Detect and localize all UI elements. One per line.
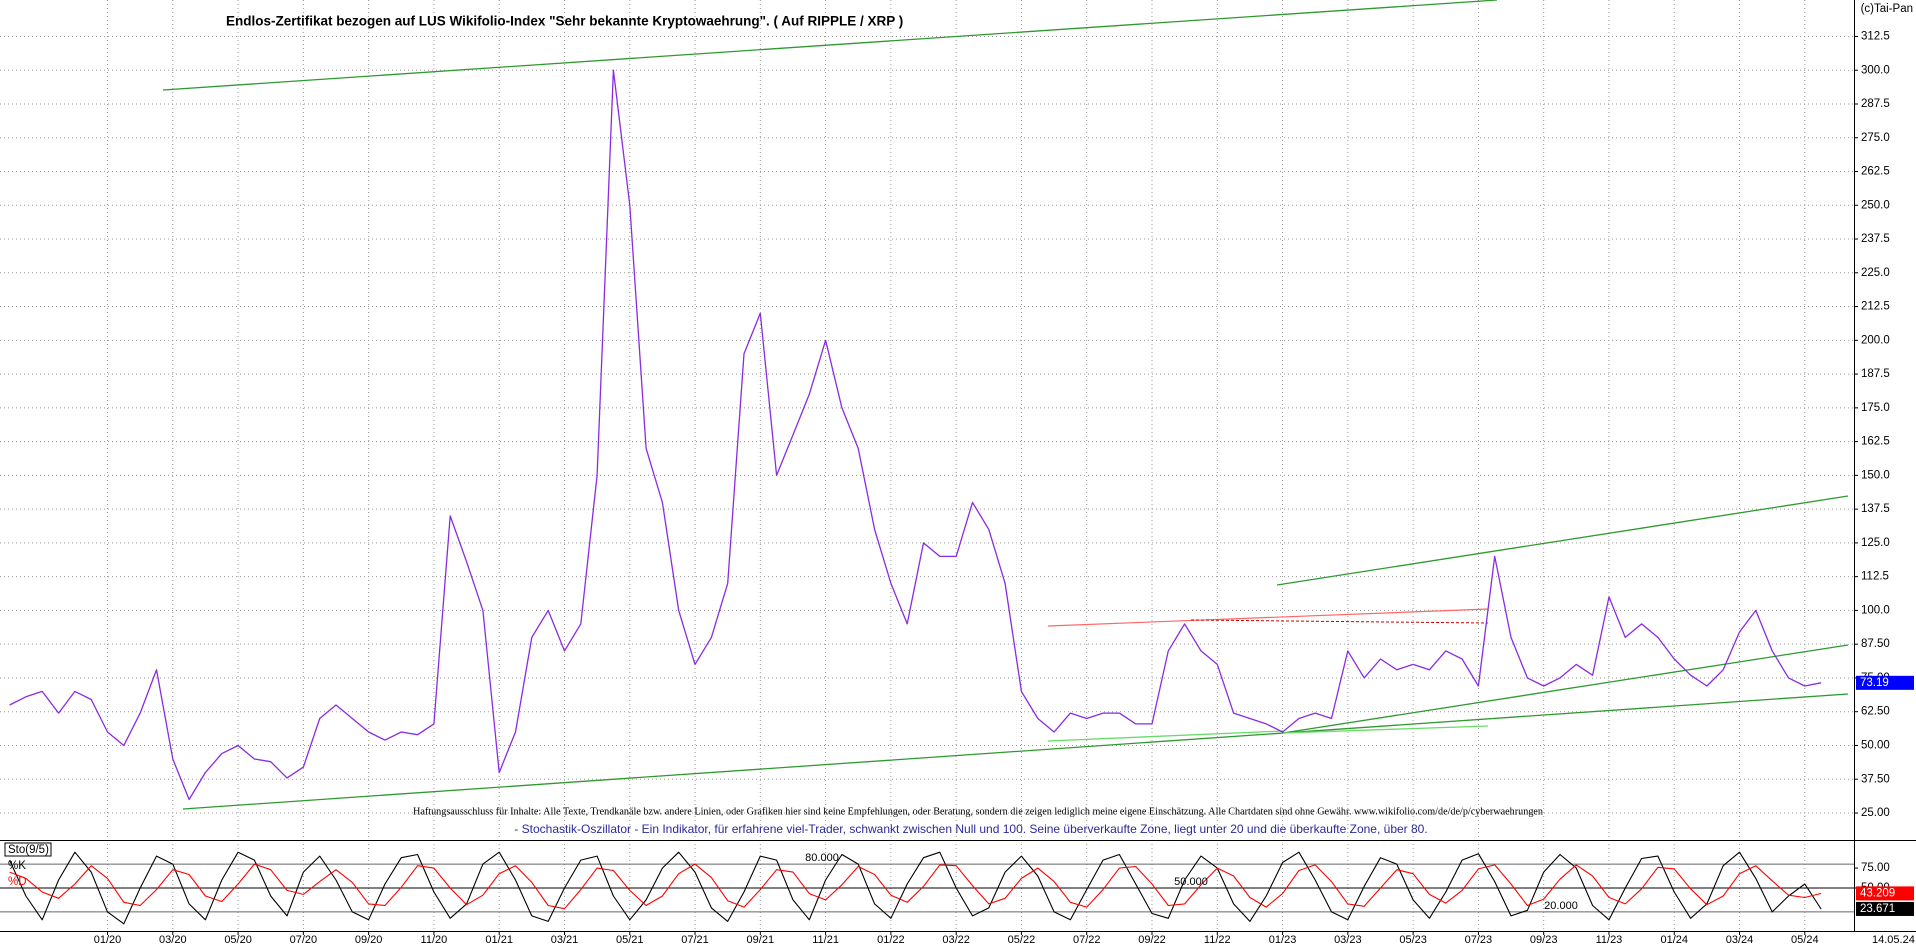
trend-line [1047,730,1284,742]
x-tick-label: 11/20 [421,934,448,946]
last-value-box [1856,901,1914,916]
indicator-box [4,842,52,857]
last-value-box [1856,675,1914,690]
x-tick-label: 11/22 [1204,934,1231,946]
x-tick-label: 09/22 [1138,934,1166,946]
y-tick-label: 237.5 [1861,233,1890,245]
y-tick-label: 137.5 [1861,503,1890,515]
x-tick-label: 03/21 [551,934,579,946]
x-tick-label: 09/23 [1530,934,1558,946]
y-tick-label: 212.5 [1861,301,1890,313]
grid-layer [0,0,1854,931]
trend-line [182,693,1849,810]
last-date: 14.05.24 [1872,934,1915,946]
y-tick-label: 87.50 [1861,638,1890,650]
y-tick-label: 200.0 [1861,334,1890,346]
x-tick-label: 01/22 [877,934,905,946]
last-value-label: 23.671 [1860,903,1895,915]
reference-label: 20.000 [1544,900,1578,912]
x-tick-label: 09/21 [747,934,775,946]
trend-line [1190,619,1489,624]
y-tick-label: 175.0 [1861,402,1890,414]
y-tick-label: 62.50 [1861,706,1890,718]
copyright: (c)Tai-Pan [1861,3,1913,15]
x-tick-label: 03/20 [159,934,187,946]
x-tick-label: 05/22 [1008,934,1036,946]
y-tick-label: 75.00 [1861,862,1890,874]
legend-entry: %D [8,876,27,888]
x-tick-label: 05/23 [1399,934,1427,946]
trend-line [1276,495,1849,586]
x-tick-label: 11/21 [812,934,839,946]
x-tick-label: 09/20 [355,934,383,946]
x-tick-label: 03/24 [1726,934,1754,946]
data-line [9,69,1822,801]
trend-line [1047,608,1489,627]
x-tick-label: 05/24 [1791,934,1819,946]
last-value-label: 73.19 [1860,677,1889,689]
indicator-description: - Stochastik-Oszillator - Ein Indikator,… [514,822,1427,836]
y-tick-label: 125.0 [1861,537,1890,549]
y-tick-label: 300.0 [1861,64,1890,76]
x-tick-label: 07/20 [290,934,318,946]
y-tick-label: 100.0 [1861,604,1890,616]
y-tick-label: 225.0 [1861,267,1890,279]
trend-lines [162,0,1849,810]
x-tick-label: 01/23 [1269,934,1297,946]
trend-line [1282,725,1489,734]
x-tick-label: 05/20 [224,934,252,946]
axis-background [1855,0,1916,948]
x-tick-label: 11/23 [1596,934,1623,946]
x-tick-label: 07/21 [681,934,709,946]
x-tick-label: 01/20 [94,934,122,946]
y-tick-label: 262.5 [1861,166,1890,178]
data-line [9,851,1822,925]
x-tick-label: 07/23 [1465,934,1493,946]
x-tick-label: 05/21 [616,934,644,946]
legend-entry: %K [8,860,26,872]
x-tick-label: 03/22 [942,934,970,946]
reference-label: 80.000 [805,852,839,864]
x-tick-label: 03/23 [1334,934,1362,946]
reference-label: 50.000 [1174,876,1208,888]
y-tick-label: 112.5 [1861,571,1889,583]
trend-line [162,0,1498,91]
x-tick-label: 01/24 [1660,934,1688,946]
y-tick-label: 187.5 [1861,368,1890,380]
marks-layer [9,69,1822,925]
indicator-title: Sto(9/5) [8,844,49,856]
last-value-box [1856,886,1914,901]
x-tick-label: 07/22 [1073,934,1101,946]
disclaimer: Haftungsausschluss für Inhalte: Alle Tex… [413,806,1543,817]
y-tick-label: 162.5 [1861,436,1890,448]
y-tick-label: 150.0 [1861,469,1890,481]
y-tick-label: 37.50 [1861,773,1890,785]
x-tick-label: 01/21 [485,934,513,946]
trend-line [1282,644,1849,734]
y-tick-label: 312.5 [1861,30,1890,42]
data-line [9,863,1822,910]
y-tick-label: 287.5 [1861,98,1890,110]
y-tick-label: 25.00 [1861,807,1890,819]
y-tick-label: 50.00 [1861,739,1890,751]
y-tick-label: 275.0 [1861,132,1890,144]
chart-title: Endlos-Zertifikat bezogen auf LUS Wikifo… [226,14,903,29]
label-layer: 01/20 03/20 05/20 07/20 09/20 11/20 01/21 03/21… [94,30,1914,946]
last-value-label: 43.209 [1860,887,1895,899]
y-tick-label: 250.0 [1861,199,1890,211]
